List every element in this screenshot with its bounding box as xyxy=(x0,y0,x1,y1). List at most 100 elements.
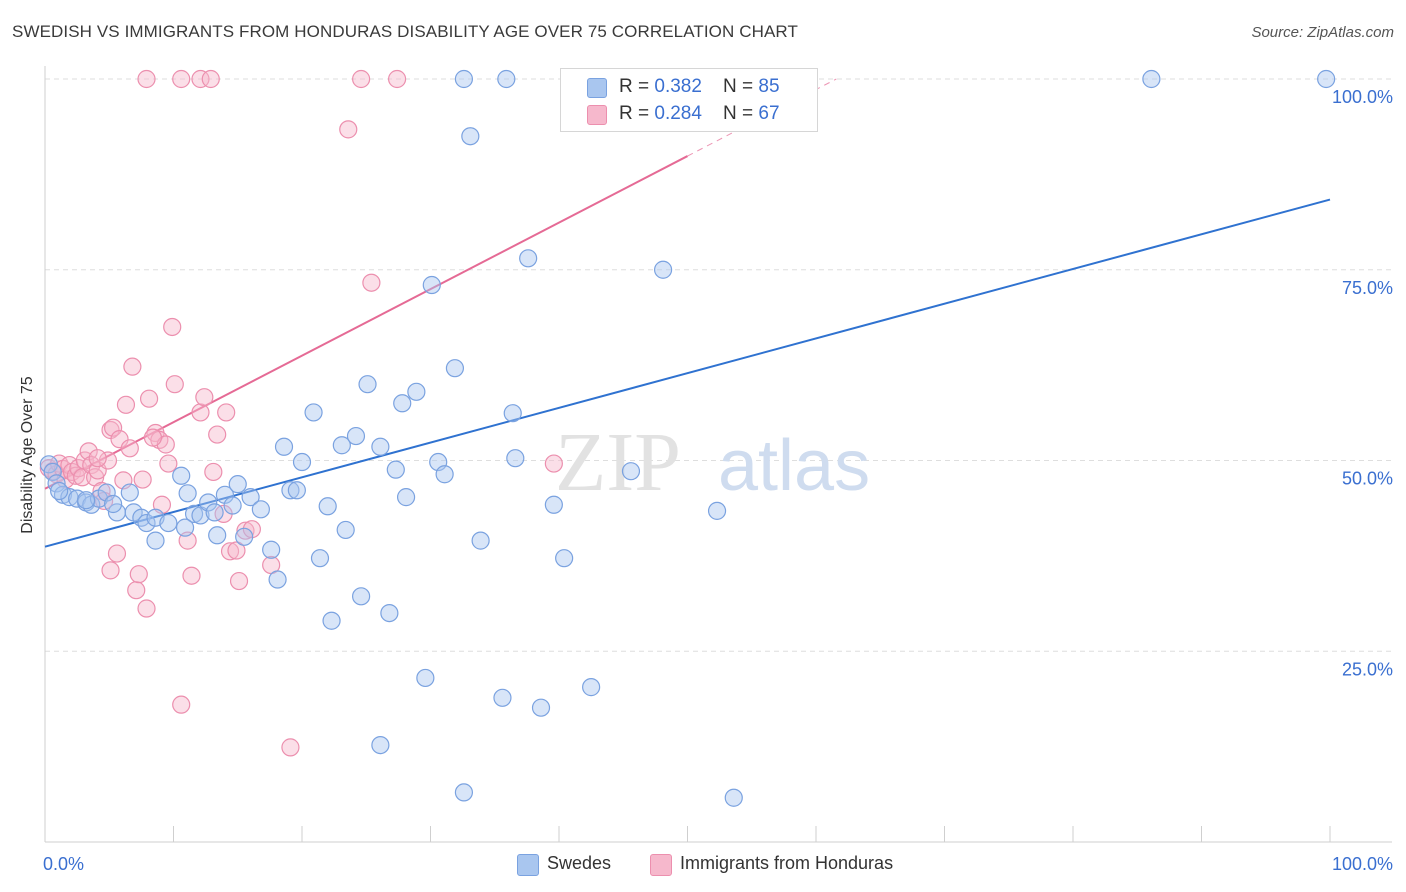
point-honduras xyxy=(227,541,246,560)
point-honduras xyxy=(201,69,220,89)
point-honduras xyxy=(139,389,159,408)
point-honduras xyxy=(362,273,381,292)
point-swedes xyxy=(104,494,123,514)
trend-line-honduras-extension xyxy=(687,78,837,157)
point-honduras xyxy=(129,565,148,584)
point-swedes xyxy=(132,508,151,527)
point-honduras xyxy=(339,120,358,139)
point-swedes xyxy=(120,483,139,502)
point-swedes xyxy=(228,475,247,494)
point-swedes xyxy=(1317,69,1336,89)
point-swedes xyxy=(544,495,563,514)
point-swedes xyxy=(621,462,641,481)
point-swedes xyxy=(493,688,512,707)
point-swedes xyxy=(251,500,270,519)
point-honduras xyxy=(104,418,123,437)
point-honduras xyxy=(133,470,152,489)
point-honduras xyxy=(208,425,227,444)
point-swedes xyxy=(454,69,474,89)
point-honduras xyxy=(116,395,136,414)
watermark-zip: ZIP xyxy=(555,416,681,509)
legend-r-label: R = xyxy=(619,103,655,124)
point-swedes xyxy=(358,375,377,394)
watermark-atlas: atlas xyxy=(718,426,870,506)
trend-line-honduras xyxy=(44,155,688,490)
trend-line-swedes xyxy=(44,198,1331,548)
point-swedes xyxy=(199,493,218,512)
point-honduras xyxy=(163,317,182,337)
point-honduras xyxy=(137,599,156,618)
point-swedes xyxy=(281,481,300,500)
point-swedes xyxy=(287,481,306,500)
point-honduras xyxy=(143,428,163,447)
y-tick-label: 50.0% xyxy=(1342,469,1393,489)
point-swedes xyxy=(262,540,281,559)
point-swedes xyxy=(393,394,412,413)
point-swedes xyxy=(380,603,399,623)
legend-r-label: R = xyxy=(619,76,655,97)
point-swedes xyxy=(274,437,294,456)
point-swedes xyxy=(318,497,337,516)
point-swedes xyxy=(519,249,538,268)
chart-title: SWEDISH VS IMMIGRANTS FROM HONDURAS DISA… xyxy=(12,22,798,41)
series-honduras-points xyxy=(39,69,563,757)
point-honduras xyxy=(165,375,184,394)
point-honduras xyxy=(137,69,156,89)
legend-swatch-honduras xyxy=(650,854,672,876)
point-swedes xyxy=(241,488,260,507)
point-swedes xyxy=(352,587,371,606)
point-honduras xyxy=(120,439,139,458)
point-swedes xyxy=(310,549,330,568)
point-swedes xyxy=(407,382,426,401)
point-swedes xyxy=(172,466,191,485)
point-honduras xyxy=(544,454,563,473)
point-swedes xyxy=(555,549,574,568)
point-swedes xyxy=(371,437,390,456)
legend-r-value: 0.284 xyxy=(654,103,702,124)
series-swedes-points xyxy=(39,69,1336,807)
point-swedes xyxy=(137,513,156,533)
point-honduras xyxy=(191,403,210,422)
point-swedes xyxy=(471,531,490,550)
legend-label-honduras: Immigrants from Honduras xyxy=(680,853,894,873)
point-swedes xyxy=(445,359,465,378)
point-honduras xyxy=(195,388,214,407)
point-swedes xyxy=(223,496,242,515)
point-honduras xyxy=(159,454,178,473)
point-swedes xyxy=(159,513,178,533)
point-swedes xyxy=(371,735,390,755)
point-swedes xyxy=(1142,69,1161,89)
point-honduras xyxy=(217,403,236,422)
point-swedes xyxy=(653,260,673,279)
tick-labels: 25.0% 50.0% 75.0% 100.0% 0.0% 100.0% xyxy=(43,87,1393,874)
point-honduras xyxy=(127,581,146,600)
legend-n-value: 85 xyxy=(758,76,780,97)
x-tick-label: 0.0% xyxy=(43,854,84,874)
point-swedes xyxy=(77,491,96,510)
point-swedes xyxy=(396,488,416,507)
point-honduras xyxy=(387,69,407,89)
point-honduras xyxy=(172,695,191,714)
point-swedes xyxy=(50,481,69,501)
legend-swatch-honduras xyxy=(587,105,607,125)
point-honduras xyxy=(204,462,223,482)
stats-legend: R = 0.382 N = 85 R = 0.284 N = 67 xyxy=(560,68,818,132)
y-tick-label: 75.0% xyxy=(1342,278,1393,298)
point-swedes xyxy=(336,520,355,540)
point-swedes xyxy=(178,484,197,503)
point-swedes xyxy=(304,403,323,422)
point-swedes xyxy=(175,518,195,537)
point-swedes xyxy=(497,69,516,89)
point-swedes xyxy=(582,678,601,697)
point-swedes xyxy=(346,426,366,446)
point-swedes xyxy=(435,465,454,484)
legend-swatch-swedes xyxy=(587,78,607,98)
point-swedes xyxy=(422,275,441,295)
point-honduras xyxy=(182,566,201,585)
point-swedes xyxy=(322,611,341,630)
point-swedes xyxy=(461,127,480,146)
x-tick-label: 100.0% xyxy=(1332,854,1393,874)
source-label: Source: ZipAtlas.com xyxy=(1251,24,1394,41)
point-honduras xyxy=(101,561,120,580)
